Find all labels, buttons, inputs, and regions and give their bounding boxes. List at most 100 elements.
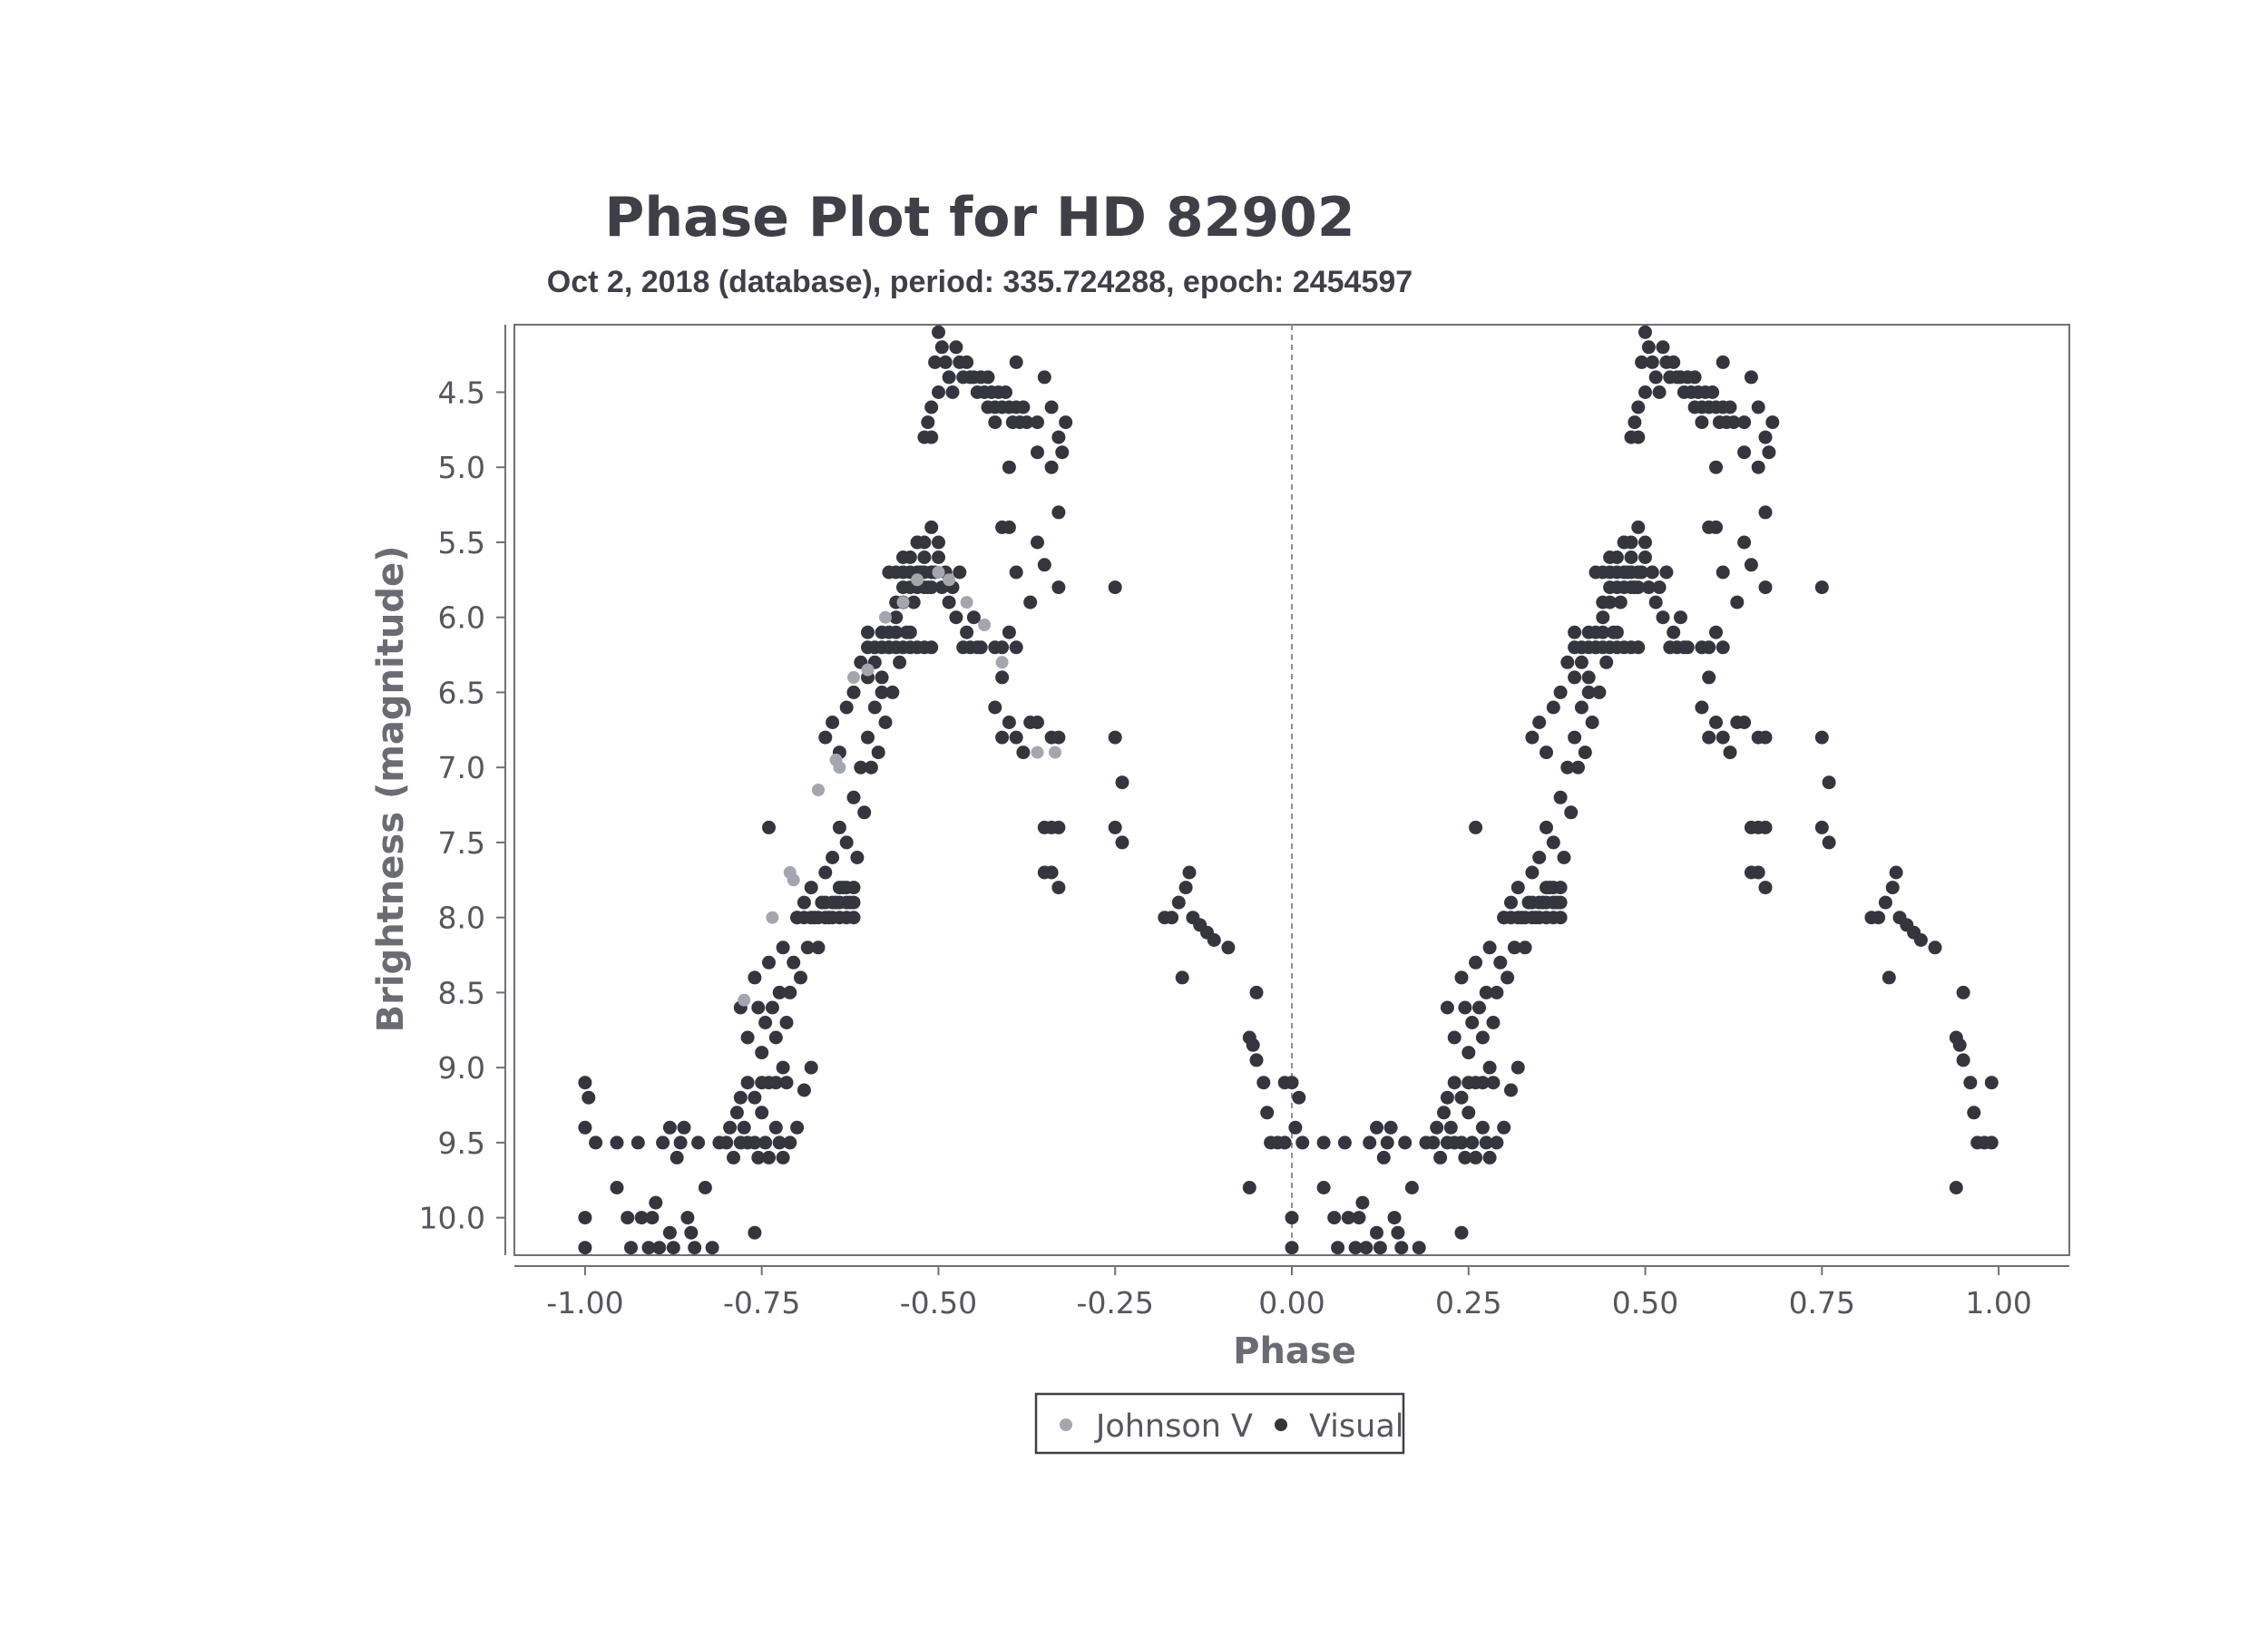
data-point-visual xyxy=(861,625,875,639)
data-point-visual xyxy=(1482,940,1497,955)
data-point-visual xyxy=(1443,1120,1458,1135)
data-point-visual xyxy=(1482,1150,1497,1165)
data-point-visual xyxy=(1667,625,1681,639)
data-point-visual xyxy=(1723,400,1737,414)
data-point-visual xyxy=(928,355,943,369)
data-point-visual xyxy=(995,670,1010,685)
data-point-visual xyxy=(942,595,956,609)
data-point-visual xyxy=(846,881,861,895)
data-point-visual xyxy=(1889,865,1903,880)
data-point-visual xyxy=(839,835,854,850)
legend-label-johnson-v: Johnson V xyxy=(1094,1408,1253,1445)
data-point-visual xyxy=(1737,445,1752,460)
data-point-visual xyxy=(1574,700,1589,715)
data-point-visual xyxy=(684,1225,699,1240)
data-point-visual xyxy=(1560,760,1575,775)
data-point-visual xyxy=(1504,895,1518,910)
data-point-visual xyxy=(1949,1181,1963,1194)
data-point-johnson-v xyxy=(911,573,924,587)
data-point-visual xyxy=(1758,730,1773,745)
data-point-visual xyxy=(656,1135,670,1150)
data-point-visual xyxy=(999,385,1012,399)
data-point-visual xyxy=(1631,430,1646,444)
data-point-visual xyxy=(1695,415,1709,430)
data-point-visual xyxy=(1327,1211,1342,1225)
data-point-visual xyxy=(924,430,939,444)
data-point-visual xyxy=(1737,716,1752,729)
data-point-johnson-v xyxy=(879,610,892,624)
chart-title: Phase Plot for HD 82902 xyxy=(604,186,1355,249)
data-point-visual xyxy=(737,1120,751,1135)
data-point-visual xyxy=(1412,1241,1426,1255)
data-point-visual xyxy=(1540,746,1553,760)
data-point-visual xyxy=(1285,1241,1299,1255)
data-point-visual xyxy=(1242,1181,1256,1194)
data-point-visual xyxy=(1246,1038,1260,1052)
data-point-visual xyxy=(1822,775,1836,790)
data-point-visual xyxy=(1037,370,1051,385)
data-point-visual xyxy=(610,1135,624,1150)
data-point-visual xyxy=(1737,535,1752,550)
data-point-visual xyxy=(924,400,939,414)
data-point-visual xyxy=(1031,415,1044,430)
data-point-visual xyxy=(1437,1106,1451,1120)
data-point-visual xyxy=(1020,415,1034,430)
data-point-visual xyxy=(1564,805,1579,820)
data-point-visual xyxy=(1108,820,1122,834)
data-point-visual xyxy=(1596,610,1610,625)
data-point-visual xyxy=(973,640,988,655)
y-tick-label: 7.0 xyxy=(438,750,485,785)
data-point-visual xyxy=(673,1135,688,1150)
data-point-visual xyxy=(1009,565,1023,580)
data-point-visual xyxy=(1532,716,1547,729)
data-point-visual xyxy=(875,670,889,685)
data-point-visual xyxy=(1404,1181,1419,1194)
data-point-visual xyxy=(1592,685,1607,699)
data-point-visual xyxy=(1872,911,1886,925)
data-point-visual xyxy=(1115,835,1129,850)
data-point-visual xyxy=(1680,640,1695,655)
data-point-visual xyxy=(1398,1135,1413,1150)
data-point-visual xyxy=(751,1000,766,1015)
data-point-visual xyxy=(1525,730,1540,745)
data-point-visual xyxy=(1479,985,1493,999)
data-point-visual xyxy=(1631,520,1646,534)
data-point-visual xyxy=(578,1120,592,1135)
data-point-visual xyxy=(762,820,776,834)
data-point-visual xyxy=(1055,445,1070,460)
data-point-johnson-v xyxy=(978,619,992,631)
data-point-visual xyxy=(924,520,939,534)
data-point-visual xyxy=(1355,1195,1370,1210)
data-point-visual xyxy=(1316,1135,1331,1150)
data-point-visual xyxy=(1609,625,1624,639)
data-point-visual xyxy=(1475,1030,1490,1045)
data-point-johnson-v xyxy=(847,670,860,684)
data-point-visual xyxy=(1635,355,1649,369)
data-point-visual xyxy=(1952,1038,1967,1052)
y-axis-label: Brightness (magnitude) xyxy=(370,546,412,1033)
legend-marker-visual xyxy=(1275,1418,1287,1431)
data-point-visual xyxy=(896,551,910,564)
data-point-visual xyxy=(1285,1076,1299,1090)
legend-label-visual: Visual xyxy=(1309,1408,1404,1445)
data-point-visual xyxy=(878,716,893,729)
data-point-visual xyxy=(1702,640,1716,655)
data-point-visual xyxy=(1454,1135,1469,1150)
data-point-visual xyxy=(960,355,974,369)
data-point-visual xyxy=(1475,1120,1490,1135)
data-point-visual xyxy=(966,610,981,625)
data-point-johnson-v xyxy=(995,656,1009,669)
data-point-visual xyxy=(621,1211,635,1225)
data-point-visual xyxy=(1648,595,1663,609)
data-point-visual xyxy=(1762,445,1776,460)
data-point-visual xyxy=(846,895,861,910)
data-point-visual xyxy=(1370,1225,1383,1240)
data-point-visual xyxy=(1638,535,1652,550)
y-tick-label: 4.5 xyxy=(438,375,485,410)
data-point-visual xyxy=(1051,505,1066,520)
data-point-johnson-v xyxy=(766,911,779,924)
data-point-johnson-v xyxy=(787,873,800,887)
x-axis-ticks: -1.00 -0.75 -0.50 -0.25 0.00 0.25 0.50 0.75 1.00 xyxy=(546,1266,2032,1321)
data-point-visual xyxy=(1469,1150,1483,1165)
data-point-visual xyxy=(1023,595,1038,609)
